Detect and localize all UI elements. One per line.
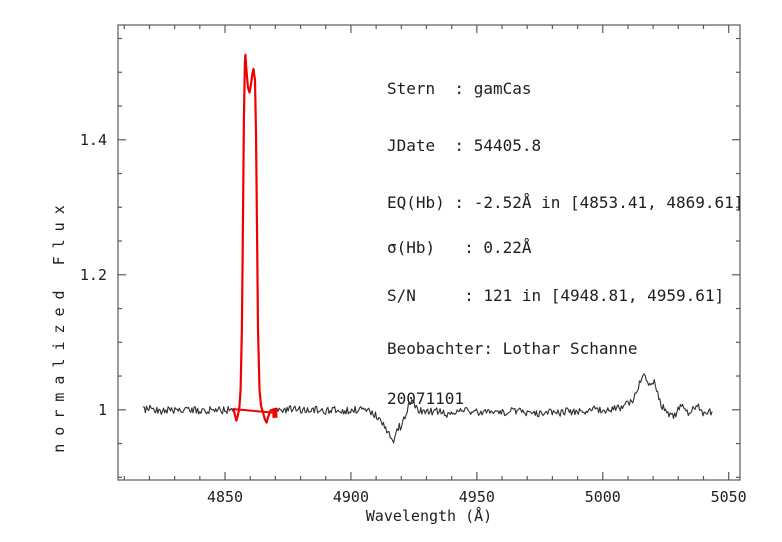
x-axis-tick-label: 5050 <box>711 488 747 506</box>
plot-frame <box>117 24 741 481</box>
annotation-star: Stern : gamCas <box>387 79 532 98</box>
observed-spectrum <box>142 404 234 415</box>
x-axis-title: Wavelength (Å) <box>366 506 492 525</box>
integration-end-marker <box>272 408 278 418</box>
y-axis-tick-label: 1.4 <box>80 131 107 149</box>
annotation-observation-date: 20071101 <box>387 389 465 408</box>
x-axis-tick-label: 5000 <box>585 488 621 506</box>
hbeta-emission-profile <box>232 53 276 424</box>
observed-spectrum <box>274 373 713 444</box>
y-axis-tick-label: 1 <box>98 401 107 419</box>
annotation-signal-to-noise: S/N : 121 in [4948.81, 4959.61] <box>387 286 725 305</box>
annotation-observer: Beobachter: Lothar Schanne <box>387 339 638 358</box>
x-axis-tick-label: 4850 <box>207 488 243 506</box>
annotation-sigma: σ(Hb) : 0.22Å <box>387 238 532 257</box>
continuum-integration-segment <box>232 408 276 414</box>
annotation-equivalent-width: EQ(Hb) : -2.52Å in [4853.41, 4869.61] <box>387 193 744 212</box>
x-axis-tick-label: 4900 <box>333 488 369 506</box>
annotation-julian-date: JDate : 54405.8 <box>387 136 542 155</box>
y-axis-title: normalized Flux <box>50 197 68 452</box>
x-axis-tick-label: 4950 <box>459 488 495 506</box>
y-axis-tick-label: 1.2 <box>80 266 107 284</box>
